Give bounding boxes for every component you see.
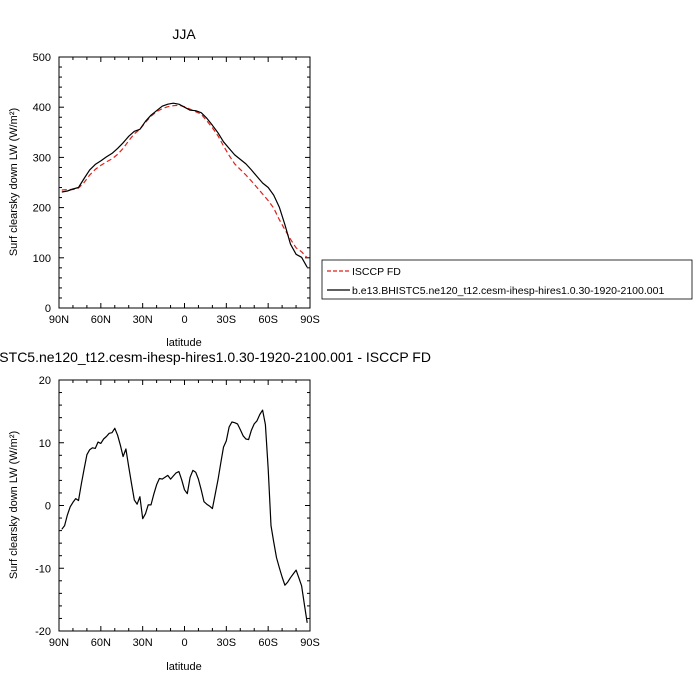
- chart-top-legend: ISCCP FD b.e13.BHISTC5.ne120_t12.cesm-ih…: [321, 259, 693, 300]
- chart-top-frame: [58, 56, 311, 309]
- chart-top-y-tick-label: 100: [33, 253, 51, 265]
- legend-label-isccp: ISCCP FD: [352, 266, 401, 278]
- chart-top-x-axis-label: latitude: [166, 337, 201, 349]
- chart-top-x-tick-label: 0: [181, 314, 187, 326]
- chart-bottom-x-tick-label: 30S: [217, 637, 237, 649]
- chart-top-x-tick-label: 30S: [217, 314, 237, 326]
- chart-bottom-x-tick-label: 90S: [300, 637, 320, 649]
- chart-bottom-x-tick-label: 60S: [258, 637, 278, 649]
- chart-top-plot-area: 90N 60N 30N 0 30S 60S 90S 0 100 200 300 400 500: [33, 52, 320, 326]
- chart-bottom-series-0-line: [61, 409, 308, 623]
- chart-bottom-x-axis-label: latitude: [166, 661, 201, 673]
- chart-top-title: JJA: [172, 26, 196, 42]
- chart-bottom-title: b.e13.BHISTC5.ne120_t12.cesm-ihesp-hires…: [0, 349, 431, 365]
- chart-bottom-y-tick-label: -20: [35, 626, 51, 638]
- chart-bottom-y-tick-label: 10: [39, 438, 51, 450]
- chart-top-y-axis-label: Surf clearsky down LW (W/m²): [8, 108, 20, 256]
- chart-bottom-frame: [58, 379, 311, 632]
- chart-top-x-tick-label: 30N: [133, 314, 153, 326]
- chart-bottom: b.e13.BHISTC5.ne120_t12.cesm-ihesp-hires…: [0, 349, 431, 673]
- chart-bottom-y-tick-label: 20: [39, 375, 51, 387]
- legend-box: [321, 259, 693, 300]
- legend-label-model: b.e13.BHISTC5.ne120_t12.cesm-ihesp-hires…: [352, 285, 664, 297]
- chart-top-x-tick-label: 60S: [258, 314, 278, 326]
- chart-top-x-tick-label: 90S: [300, 314, 320, 326]
- chart-top-series-0-line: [61, 104, 308, 259]
- chart-top-series-1-line: [61, 102, 308, 268]
- chart-top: JJA 90N 60N 30N 0 30S 60S 90S0100200300400500 …: [8, 26, 693, 349]
- chart-bottom-x-tick-label: 0: [181, 637, 187, 649]
- chart-bottom-x-tick-label: 30N: [133, 637, 153, 649]
- chart-top-y-tick-label: 400: [33, 102, 51, 114]
- chart-bottom-y-tick-label: -10: [35, 563, 51, 575]
- chart-bottom-y-axis-label: Surf clearsky down LW (W/m²): [8, 431, 20, 579]
- chart-top-y-tick-label: 0: [45, 303, 51, 315]
- chart-bottom-y-tick-label: 0: [45, 501, 51, 513]
- chart-top-y-tick-label: 300: [33, 152, 51, 164]
- chart-top-x-tick-label: 90N: [49, 314, 69, 326]
- chart-bottom-x-tick-label: 90N: [49, 637, 69, 649]
- chart-top-x-tick-label: 60N: [91, 314, 111, 326]
- chart-top-y-tick-label: 200: [33, 203, 51, 215]
- chart-bottom-plot-area: 90N 60N 30N 0 30S 60S 90S -20 -10 0 10 20: [35, 375, 320, 649]
- chart-top-y-tick-label: 500: [33, 52, 51, 64]
- chart-bottom-x-tick-label: 60N: [91, 637, 111, 649]
